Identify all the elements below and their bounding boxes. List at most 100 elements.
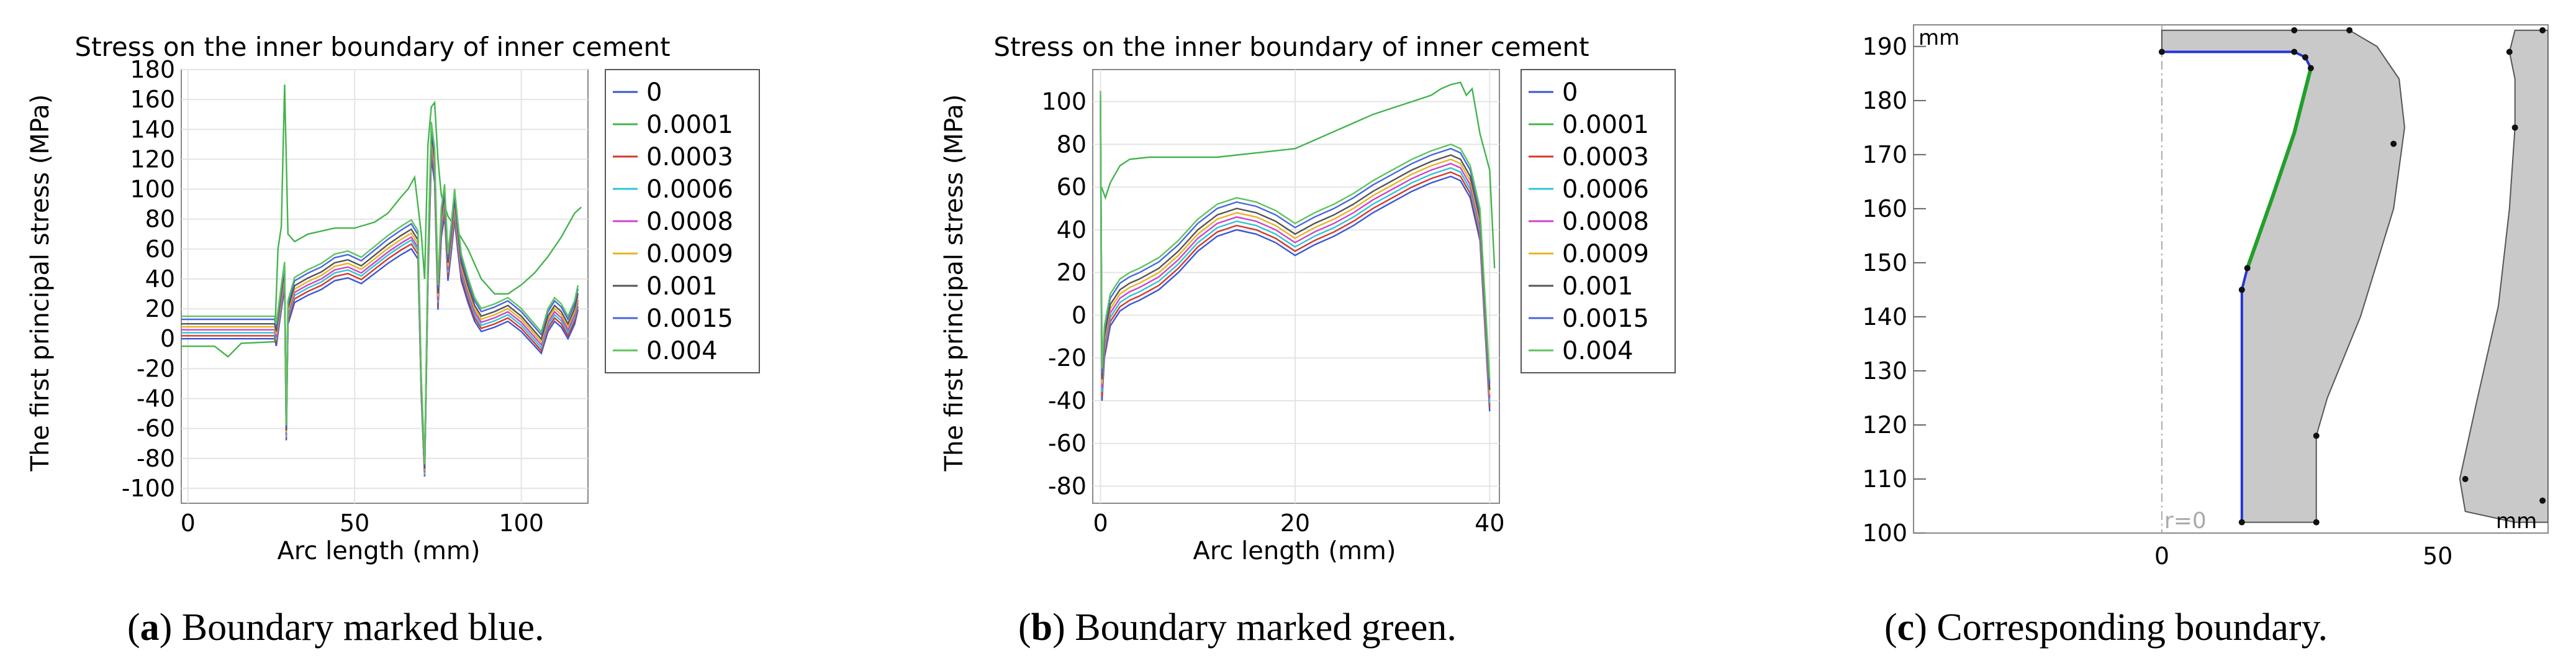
panel-c: 100 110 120 130 140 150 160 170 180 190 0 50 mm mm… <box>1862 24 2549 649</box>
blue-top-boundary <box>2161 50 2312 69</box>
chart-c-x-ticks: 0 50 <box>2154 542 2453 570</box>
geometry-vertex <box>2313 432 2320 439</box>
b-ytick-label: -40 <box>1048 387 1087 414</box>
c-ytick-label: 150 <box>1862 249 1907 276</box>
geometry-vertex <box>2539 497 2546 504</box>
chart-b-gridlines <box>1093 70 1499 503</box>
series-line-0.0006 <box>1100 114 1491 403</box>
series-line-0.0001 <box>181 84 582 358</box>
a-ytick-label: -40 <box>137 385 175 413</box>
caption-b-open: ( <box>1018 606 1031 649</box>
caption-c: (c) Corresponding boundary. <box>1884 606 2328 649</box>
geometry-vertex <box>2539 27 2546 34</box>
legend-label-0.0008: 0.0008 <box>646 208 733 236</box>
geometry-vertex <box>2291 27 2298 34</box>
legend-label-0.0009: 0.0009 <box>646 240 733 268</box>
geometry-vertex <box>2462 475 2469 482</box>
a-ytick-label: 140 <box>130 116 175 143</box>
green-boundary <box>2245 67 2313 269</box>
caption-b-text: ) Boundary marked green. <box>1052 606 1457 649</box>
chart-a-title: Stress on the inner boundary of inner ce… <box>75 32 670 62</box>
chart-b-y-ticks: -80 -60 -40 -20 0 20 40 60 80 100 <box>1041 88 1087 500</box>
caption-a-open: ( <box>127 606 140 649</box>
c-ytick-label: 170 <box>1862 141 1907 168</box>
legend-label-0.0003: 0.0003 <box>646 143 733 171</box>
chart-b-plot-area <box>1092 69 1500 504</box>
chart-b-series-lines <box>1100 81 1496 412</box>
chart-b-legend-entries: 0 0.0001 0.0003 0.0006 0.0008 0.0009 0.001 0.00… <box>1529 78 1649 365</box>
a-ytick-label: -80 <box>137 445 175 472</box>
caption-b-letter: b <box>1031 606 1052 649</box>
caption-a-letter: a <box>140 606 160 649</box>
b-ytick-label: 100 <box>1041 88 1087 116</box>
a-ytick-label: 60 <box>145 235 175 263</box>
chart-b-xlabel: Arc length (mm) <box>1193 537 1396 565</box>
geometry-vertex <box>2244 265 2251 272</box>
caption-c-text: ) Corresponding boundary. <box>1914 606 2328 649</box>
b-ytick-label: 60 <box>1057 173 1087 201</box>
caption-a-text: ) Boundary marked blue. <box>160 606 545 649</box>
b-ytick-label: -20 <box>1048 344 1087 372</box>
chart-c-y-ticks: 100 110 120 130 140 150 160 170 180 190 <box>1862 33 1907 547</box>
geometry-vertex <box>2346 27 2353 34</box>
legend-label-0.0001: 0.0001 <box>1562 111 1649 139</box>
b-xtick-label: 40 <box>1475 509 1504 537</box>
legend-label-0.001: 0.001 <box>646 272 718 301</box>
a-xtick-label: 50 <box>340 509 369 537</box>
chart-c-geometry <box>2158 27 2548 526</box>
a-xtick-label: 0 <box>181 509 196 537</box>
c-ytick-label: 130 <box>1862 357 1907 385</box>
legend-label-0.0008: 0.0008 <box>1562 208 1649 236</box>
geometry-vertex <box>2158 48 2165 55</box>
chart-a-ylabel: The first principal stress (MPa) <box>26 94 55 472</box>
series-line-0.004 <box>181 122 579 464</box>
c-xtick-label: 50 <box>2423 542 2452 570</box>
geometry-vertex <box>2307 65 2314 71</box>
series-line-0.0009 <box>1100 106 1491 395</box>
b-ytick-label: 0 <box>1072 301 1087 329</box>
a-ytick-label: 80 <box>145 206 175 233</box>
a-ytick-label: 100 <box>130 176 175 203</box>
a-ytick-label: 180 <box>130 56 175 83</box>
chart-b-title: Stress on the inner boundary of inner ce… <box>993 32 1589 62</box>
series-line-0.0008 <box>1100 110 1491 399</box>
geometry-vertex <box>2506 48 2513 55</box>
series-line-0.0003 <box>1100 119 1491 408</box>
a-ytick-label: 20 <box>145 295 175 322</box>
series-line-0 <box>1100 122 1491 412</box>
chart-c-plot-area <box>1913 24 2549 534</box>
c-ytick-label: 180 <box>1862 87 1907 114</box>
series-line-0.0001 <box>1100 81 1496 268</box>
chart-a-gridlines <box>181 69 588 503</box>
legend-label-0.0015: 0.0015 <box>1562 304 1649 333</box>
legend-label-0.0001: 0.0001 <box>646 111 733 139</box>
legend-label-0.0006: 0.0006 <box>1562 175 1649 204</box>
c-ytick-label: 140 <box>1862 303 1907 331</box>
blue-boundary <box>2240 268 2249 523</box>
b-ytick-label: -60 <box>1048 430 1087 457</box>
c-ytick-label: 160 <box>1862 195 1907 222</box>
legend-label-0.004: 0.004 <box>1562 337 1634 365</box>
chart-c-unit-bottom: mm <box>2496 509 2537 534</box>
c-ytick-label: 190 <box>1862 33 1907 60</box>
chart-a-series-lines <box>181 84 582 477</box>
geometry-vertex <box>2238 519 2245 526</box>
legend-label-0.0009: 0.0009 <box>1562 240 1649 268</box>
b-ytick-label: 40 <box>1057 216 1087 244</box>
a-ytick-label: -20 <box>137 355 175 382</box>
c-ytick-label: 110 <box>1862 465 1907 493</box>
a-ytick-label: 40 <box>145 265 175 293</box>
a-xtick-label: 100 <box>499 509 544 537</box>
caption-b: (b) Boundary marked green. <box>1018 606 1457 649</box>
chart-a-x-ticks: 0 50 100 <box>181 509 544 537</box>
geometry-vertex <box>2313 519 2320 526</box>
c-ytick-label: 120 <box>1862 411 1907 439</box>
legend-label-0: 0 <box>1562 78 1578 107</box>
b-xtick-label: 0 <box>1093 509 1108 537</box>
b-xtick-label: 20 <box>1280 509 1310 537</box>
chart-c-unit-top: mm <box>1918 25 1959 50</box>
c-xtick-label: 0 <box>2154 542 2169 570</box>
a-ytick-label: -100 <box>122 475 175 502</box>
a-ytick-label: 0 <box>160 325 175 352</box>
legend-label-0.004: 0.004 <box>646 337 718 365</box>
